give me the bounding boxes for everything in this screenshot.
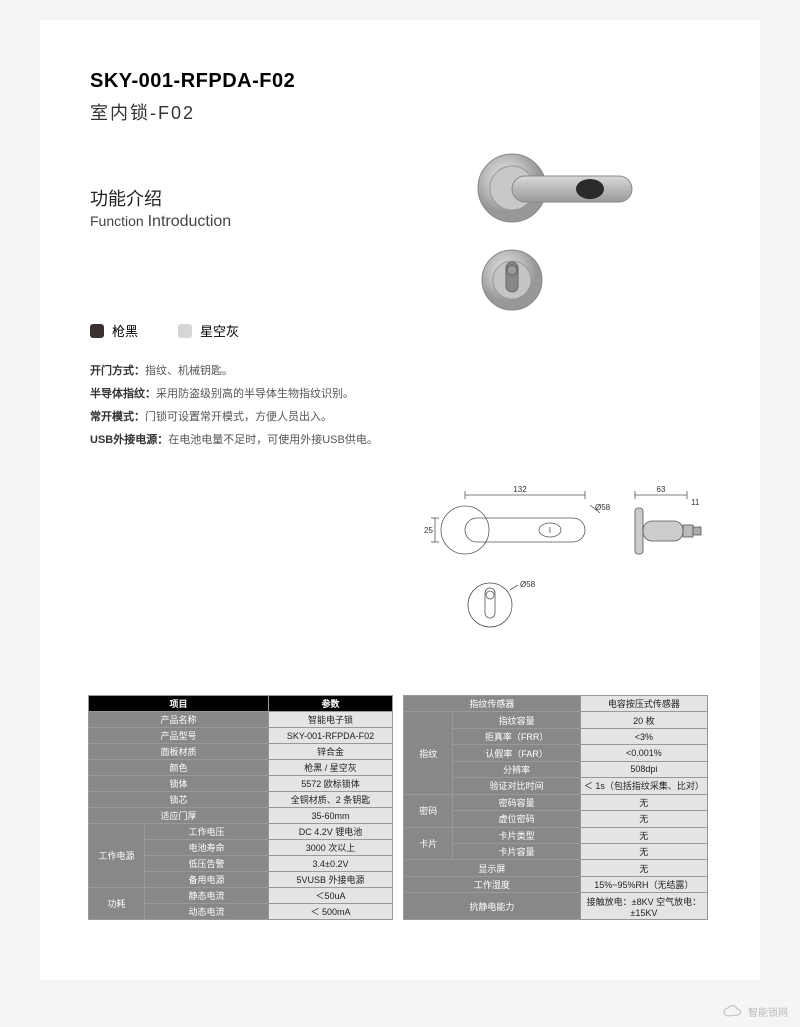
feature-row: USB外接电源：在电池电量不足时，可使用外接USB供电。	[90, 429, 720, 452]
feature-row: 半导体指纹：采用防盗级别高的半导体生物指纹识别。	[90, 383, 720, 406]
cell: SKY-001-RFPDA-F02	[269, 728, 393, 744]
cell: 功耗	[89, 888, 145, 920]
cell: 卡片容量	[453, 843, 580, 859]
svg-text:63: 63	[657, 485, 666, 494]
model-code: SKY-001-RFPDA-F02	[90, 70, 720, 93]
feature-label: 开门方式：	[90, 365, 145, 377]
svg-text:Ø58: Ø58	[520, 580, 536, 589]
cell: 备用电源	[145, 872, 269, 888]
watermark: 智能锁网	[722, 1004, 788, 1019]
cell: 智能电子锁	[269, 712, 393, 728]
cell: 无	[580, 827, 707, 843]
dimension-diagram: 132 Ø58 25 Ø58 63 11	[420, 475, 710, 645]
cell: 工作电源	[89, 824, 145, 888]
cell: 抗静电能力	[404, 893, 581, 920]
cell: 分辨率	[453, 761, 580, 777]
svg-text:132: 132	[513, 485, 527, 494]
cell: 适应门厚	[89, 808, 269, 824]
svg-text:11: 11	[691, 498, 700, 507]
model-name: 室内锁-F02	[90, 99, 720, 125]
cell: 密码容量	[453, 794, 580, 810]
cell: <3%	[580, 728, 707, 744]
cell: 电池寿命	[145, 840, 269, 856]
cell: 无	[580, 811, 707, 827]
cell: 3.4±0.2V	[269, 856, 393, 872]
product-image	[440, 130, 660, 350]
cell: 密码	[404, 794, 453, 827]
cell: 5572 欧标锁体	[269, 776, 393, 792]
cell: 锁体	[89, 776, 269, 792]
cell: 锁芯	[89, 792, 269, 808]
th: 参数	[269, 696, 393, 712]
cell: 工作湿度	[404, 876, 581, 892]
cell: ＜50uA	[269, 888, 393, 904]
feature-label: 半导体指纹：	[90, 388, 156, 400]
cell: 动态电流	[145, 904, 269, 920]
watermark-text: 智能锁网	[748, 1004, 788, 1019]
cell: 面板材质	[89, 744, 269, 760]
cell: 枪黑 / 星空灰	[269, 760, 393, 776]
color-name-2: 星空灰	[200, 321, 239, 340]
swatch-star-grey	[178, 324, 192, 338]
feature-text: 指纹、机械钥匙。	[145, 365, 233, 377]
feature-text: 门锁可设置常开模式，方便人员出入。	[145, 411, 332, 423]
cell: 产品名称	[89, 712, 269, 728]
spec-tables: 项目参数 产品名称智能电子锁 产品型号SKY-001-RFPDA-F02 面板材…	[88, 695, 712, 920]
header: SKY-001-RFPDA-F02 室内锁-F02	[90, 70, 720, 125]
color-gun-black: 枪黑	[90, 321, 138, 340]
en-word-2: Introduction	[148, 213, 232, 230]
cell: 锌合金	[269, 744, 393, 760]
feature-label: 常开模式：	[90, 411, 145, 423]
cell: 颜色	[89, 760, 269, 776]
cell: 20 枚	[580, 712, 707, 728]
cell: DC 4.2V 锂电池	[269, 824, 393, 840]
cell: 指纹容量	[453, 712, 580, 728]
cell: 低压告警	[145, 856, 269, 872]
feature-text: 在电池电量不足时，可使用外接USB供电。	[168, 434, 378, 446]
cell: ＜ 500mA	[269, 904, 393, 920]
document-page: SKY-001-RFPDA-F02 室内锁-F02 功能介绍 Function …	[40, 20, 760, 980]
cell: <0.001%	[580, 745, 707, 761]
cell: 15%~95%RH（无结露）	[580, 876, 707, 892]
cell: 卡片	[404, 827, 453, 860]
cell: 全铜材质、2 条钥匙	[269, 792, 393, 808]
color-name-1: 枪黑	[112, 321, 138, 340]
cell: 接触放电：±8KV 空气放电：±15KV	[580, 893, 707, 920]
en-word-1: Function	[90, 213, 144, 229]
cell: 3000 次以上	[269, 840, 393, 856]
cell: 指纹传感器	[404, 696, 581, 712]
cell: 指纹	[404, 712, 453, 794]
svg-text:25: 25	[424, 526, 433, 535]
cell: 无	[580, 860, 707, 876]
spec-table-left: 项目参数 产品名称智能电子锁 产品型号SKY-001-RFPDA-F02 面板材…	[88, 695, 393, 920]
cell: 35-60mm	[269, 808, 393, 824]
cell: 虚位密码	[453, 811, 580, 827]
cell: 无	[580, 794, 707, 810]
feature-list: 开门方式：指纹、机械钥匙。 半导体指纹：采用防盗级别高的半导体生物指纹识别。 常…	[90, 360, 720, 452]
feature-text: 采用防盗级别高的半导体生物指纹识别。	[156, 388, 354, 400]
cell: 显示屏	[404, 860, 581, 876]
color-star-grey: 星空灰	[178, 321, 239, 340]
cell: ＜ 1s（包括指纹采集、比对）	[580, 778, 707, 794]
feature-row: 开门方式：指纹、机械钥匙。	[90, 360, 720, 383]
spec-table-right: 指纹传感器电容按压式传感器 指纹指纹容量20 枚 拒真率（FRR）<3% 认假率…	[403, 695, 708, 920]
feature-row: 常开模式：门锁可设置常开模式，方便人员出入。	[90, 406, 720, 429]
cell: 508dpi	[580, 761, 707, 777]
cell: 拒真率（FRR）	[453, 728, 580, 744]
cell: 电容按压式传感器	[580, 696, 707, 712]
cell: 5VUSB 外接电源	[269, 872, 393, 888]
th: 项目	[89, 696, 269, 712]
feature-label: USB外接电源：	[90, 434, 168, 446]
cell: 工作电压	[145, 824, 269, 840]
cell: 无	[580, 843, 707, 859]
cell: 认假率（FAR）	[453, 745, 580, 761]
swatch-gun-black	[90, 324, 104, 338]
cell: 验证对比时间	[453, 778, 580, 794]
cell: 卡片类型	[453, 827, 580, 843]
cell: 静态电流	[145, 888, 269, 904]
cell: 产品型号	[89, 728, 269, 744]
